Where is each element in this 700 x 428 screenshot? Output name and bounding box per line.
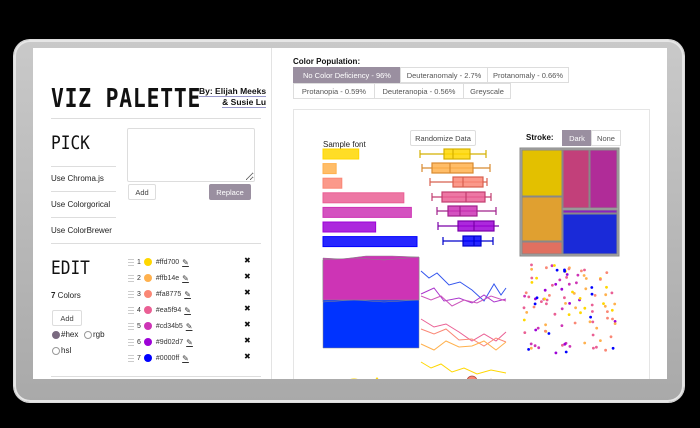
byline: By: Elijah Meeks & Susie Lu bbox=[199, 86, 267, 108]
color-count: 7 Colors bbox=[51, 291, 81, 300]
color-row[interactable]: 5 #cd34b5 ✎ bbox=[128, 320, 192, 332]
format-rgb-radio[interactable]: rgb bbox=[84, 330, 105, 339]
drag-handle-icon[interactable] bbox=[128, 306, 134, 314]
box-plot bbox=[419, 148, 499, 247]
delete-color-icon[interactable]: ✖ bbox=[244, 336, 251, 345]
color-row[interactable]: 2 #ffb14e ✎ bbox=[128, 272, 189, 284]
color-swatch[interactable] bbox=[143, 290, 152, 298]
replace-button[interactable]: Replace bbox=[209, 184, 251, 200]
drag-handle-icon[interactable] bbox=[128, 258, 134, 266]
color-swatch[interactable] bbox=[143, 322, 152, 330]
color-swatch[interactable] bbox=[143, 258, 152, 266]
color-swatch[interactable] bbox=[143, 338, 152, 346]
sample-charts bbox=[322, 147, 620, 379]
edit-pencil-icon[interactable]: ✎ bbox=[182, 353, 189, 363]
edit-pencil-icon[interactable]: ✎ bbox=[185, 321, 193, 331]
color-row[interactable]: 6 #9d02d7 ✎ bbox=[128, 336, 193, 348]
edit-pencil-icon[interactable]: ✎ bbox=[184, 289, 191, 299]
format-hsl-radio[interactable]: hsl bbox=[52, 346, 71, 355]
color-row[interactable]: 4 #ea5f94 ✎ bbox=[128, 304, 191, 316]
drag-handle-icon[interactable] bbox=[128, 354, 134, 362]
delete-color-icon[interactable]: ✖ bbox=[244, 288, 251, 297]
divider bbox=[51, 376, 261, 377]
app-window: VIZ PALETTE By: Elijah Meeks & Susie Lu … bbox=[33, 48, 667, 379]
left-panel: VIZ PALETTE By: Elijah Meeks & Susie Lu … bbox=[33, 48, 272, 379]
bar-chart bbox=[322, 148, 418, 248]
divider bbox=[51, 217, 116, 218]
color-hex: #ffd700 bbox=[155, 258, 180, 266]
divider bbox=[51, 118, 261, 119]
format-hex-radio[interactable]: #hex bbox=[52, 330, 78, 339]
tab-greyscale[interactable]: Greyscale bbox=[463, 83, 511, 99]
sample-font: Sample font bbox=[323, 140, 366, 149]
author-link-1[interactable]: By: Elijah Meeks bbox=[199, 86, 267, 97]
color-population-label: Color Population: bbox=[293, 57, 361, 66]
color-hex: #0000ff bbox=[155, 354, 180, 362]
stroke-label: Stroke: bbox=[526, 133, 554, 142]
color-swatch[interactable] bbox=[143, 274, 152, 282]
drag-handle-icon[interactable] bbox=[128, 322, 134, 330]
color-row[interactable]: 1 #ffd700 ✎ bbox=[128, 256, 189, 268]
visualization-panel: Sample font Randomize Data Stroke: Dark … bbox=[293, 109, 650, 379]
edit-pencil-icon[interactable]: ✎ bbox=[182, 257, 189, 267]
color-hex: #9d02d7 bbox=[155, 338, 184, 346]
tab-protanopia[interactable]: Protanopia - 0.59% bbox=[293, 83, 375, 99]
bubble-chart bbox=[466, 375, 492, 379]
use-chroma-js[interactable]: Use Chroma.js bbox=[51, 174, 104, 183]
divider bbox=[51, 243, 261, 244]
scatter-plot bbox=[522, 263, 617, 355]
app-title: VIZ PALETTE bbox=[51, 84, 202, 114]
delete-color-icon[interactable]: ✖ bbox=[244, 352, 251, 361]
divider bbox=[51, 191, 116, 192]
drag-handle-icon[interactable] bbox=[128, 274, 134, 282]
right-panel: Color Population: No Color Deficiency - … bbox=[272, 48, 667, 379]
edit-pencil-icon[interactable]: ✎ bbox=[184, 305, 191, 315]
add-color-button[interactable]: Add bbox=[52, 310, 82, 326]
add-button[interactable]: Add bbox=[128, 184, 156, 200]
color-swatch[interactable] bbox=[143, 354, 152, 362]
tab-protanomaly[interactable]: Protanomaly - 0.66% bbox=[487, 67, 569, 83]
edit-pencil-icon[interactable]: ✎ bbox=[182, 273, 189, 283]
delete-color-icon[interactable]: ✖ bbox=[244, 320, 251, 329]
stroke-none-button[interactable]: None bbox=[591, 130, 621, 146]
color-swatch[interactable] bbox=[143, 306, 152, 314]
tab-deuteranopia[interactable]: Deuteranopia - 0.56% bbox=[374, 83, 464, 99]
tab-deuteranomaly[interactable]: Deuteranomaly - 2.7% bbox=[400, 67, 488, 83]
pick-heading: PICK bbox=[51, 132, 90, 154]
color-hex: #ea5f94 bbox=[155, 306, 182, 314]
edit-pencil-icon[interactable]: ✎ bbox=[186, 337, 193, 347]
delete-color-icon[interactable]: ✖ bbox=[244, 272, 251, 281]
drag-handle-icon[interactable] bbox=[128, 338, 134, 346]
line-chart bbox=[420, 270, 507, 375]
delete-color-icon[interactable]: ✖ bbox=[244, 256, 251, 265]
use-colorbrewer[interactable]: Use ColorBrewer bbox=[51, 226, 112, 235]
treemap bbox=[519, 147, 620, 257]
tab-no-color-deficiency[interactable]: No Color Deficiency - 96% bbox=[293, 67, 401, 83]
violin-plot bbox=[350, 377, 379, 379]
author-link-2[interactable]: & Susie Lu bbox=[222, 97, 267, 108]
edit-heading: EDIT bbox=[51, 257, 90, 279]
stacked-area-chart bbox=[322, 255, 420, 349]
color-hex: #ffb14e bbox=[155, 274, 180, 282]
randomize-data-button[interactable]: Randomize Data bbox=[410, 130, 476, 146]
color-hex: #cd34b5 bbox=[155, 322, 183, 330]
color-row[interactable]: 7 #0000ff ✎ bbox=[128, 352, 189, 364]
stroke-dark-button[interactable]: Dark bbox=[562, 130, 592, 146]
palette-input[interactable] bbox=[127, 128, 255, 182]
color-hex: #fa8775 bbox=[155, 290, 182, 298]
divider bbox=[51, 166, 116, 167]
use-colorgorical[interactable]: Use Colorgorical bbox=[51, 200, 111, 209]
drag-handle-icon[interactable] bbox=[128, 290, 134, 298]
color-row[interactable]: 3 #fa8775 ✎ bbox=[128, 288, 191, 300]
delete-color-icon[interactable]: ✖ bbox=[244, 304, 251, 313]
